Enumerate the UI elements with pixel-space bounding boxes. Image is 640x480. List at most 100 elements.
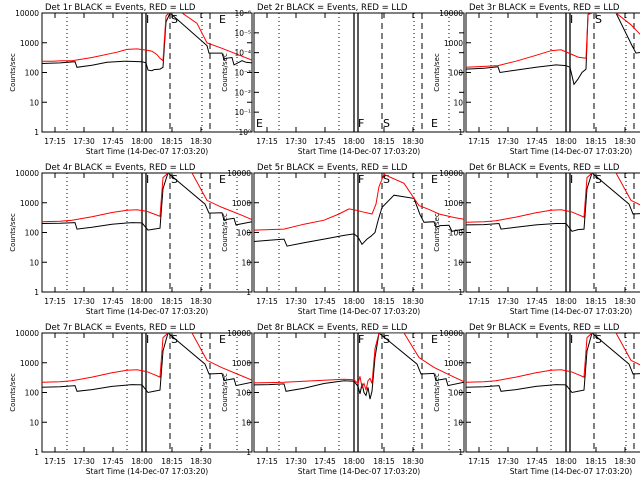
y-tick-label: 10⁻⁴ [234,49,251,58]
x-tick-label: 17:30 [497,137,519,146]
event-marker-label: E [219,333,226,346]
x-tick-label: 17:45 [526,457,548,466]
y-axis-label: Counts/sec [9,213,17,252]
event-marker-label: F [358,333,364,346]
x-axis-label: Start Time (14-Dec-07 17:03:20) [510,467,632,476]
y-tick-label: 10000 [227,169,251,178]
y-tick-label: 100 [449,69,464,78]
y-tick-label: 10 [29,258,39,267]
x-tick-label: 17:15 [44,457,66,466]
x-tick-label: 17:15 [256,297,278,306]
event-marker-label: S [383,117,390,130]
x-tick-label: 17:30 [73,297,95,306]
y-axis-label: Counts/sec [9,373,17,412]
panel-det-4: Det 4r BLACK = Events, RED = LLD 1 10 100 10… [9,163,253,316]
events-series-line [466,173,640,232]
x-tick-label: 17:30 [497,297,519,306]
y-tick-label: 1 [34,288,39,297]
x-tick-label: 18:00 [131,457,153,466]
x-tick-label: 18:30 [190,137,212,146]
y-tick-label: 1 [246,288,251,297]
y-tick-label: 1000 [444,39,463,48]
x-tick-label: 18:00 [555,297,577,306]
y-tick-label: 1 [34,128,39,137]
y-tick-label: 1 [246,448,251,457]
events-series-line [42,13,252,72]
x-tick-label: 18:00 [343,297,365,306]
x-tick-label: 18:30 [190,457,212,466]
y-tick-label: 100 [25,69,40,78]
y-axis-label: Counts/sec [221,213,229,252]
y-tick-label: 10⁻³ [234,69,251,78]
panel-title: Det 7r BLACK = Events, RED = LLD [45,323,196,333]
x-axis-label: Start Time (14-Dec-07 17:03:20) [86,467,208,476]
y-tick-label: 10 [241,418,251,427]
panel-title: Det 3r BLACK = Events, RED = LLD [469,3,620,13]
edge-marker-label: E [256,117,263,130]
events-series-line [42,333,252,394]
x-tick-label: 18:15 [161,297,183,306]
x-tick-label: 17:30 [73,457,95,466]
x-tick-label: 17:15 [468,457,490,466]
event-marker-label: E [219,173,226,186]
x-tick-label: 17:45 [314,457,336,466]
x-tick-label: 17:15 [468,297,490,306]
y-tick-label: 10000 [15,329,39,338]
x-tick-label: 17:15 [256,457,278,466]
y-tick-label: 1000 [444,359,463,368]
y-tick-label: 10 [29,418,39,427]
x-tick-label: 17:15 [44,297,66,306]
events-series-line [466,13,640,86]
panel-title: Det 6r BLACK = Events, RED = LLD [469,163,620,173]
lld-series-line [254,333,464,391]
x-axis-label: Start Time (14-Dec-07 17:03:20) [298,467,420,476]
x-tick-label: 17:30 [285,137,307,146]
y-tick-label: 1 [34,448,39,457]
event-marker-label: I [146,173,149,186]
x-tick-label: 18:15 [373,137,395,146]
x-tick-label: 17:45 [102,137,124,146]
panel-det-2: Det 2r BLACK = Events, RED = LLD 10⁰ 10⁻¹ 1… [221,3,465,156]
panel-title: Det 5r BLACK = Events, RED = LLD [257,163,408,173]
y-tick-label: 1000 [20,359,39,368]
y-axis-label: Counts/sec [433,53,441,92]
x-tick-label: 18:15 [585,137,607,146]
y-tick-label: 100 [237,389,252,398]
x-tick-label: 18:30 [614,457,636,466]
x-tick-label: 18:30 [402,457,424,466]
y-tick-label: 10⁻² [234,88,251,97]
y-tick-label: 100 [449,229,464,238]
event-marker-label: S [595,13,602,26]
x-tick-label: 18:30 [614,297,636,306]
lld-series-line [254,173,464,231]
events-series-line [254,194,464,247]
x-axis-label: Start Time (14-Dec-07 17:03:20) [510,307,632,316]
y-tick-label: 10⁰ [238,128,251,137]
event-marker-label: I [146,13,149,26]
y-axis-label: Counts/sec [221,373,229,412]
y-tick-label: 10000 [15,169,39,178]
x-tick-label: 18:00 [343,457,365,466]
y-tick-label: 1000 [232,359,251,368]
y-tick-label: 10 [453,98,463,107]
x-tick-label: 17:45 [526,137,548,146]
y-tick-label: 10 [453,418,463,427]
event-marker-label: E [431,117,438,130]
x-tick-label: 17:30 [497,457,519,466]
panel-det-7: Det 7r BLACK = Events, RED = LLD 1 10 100 10… [9,323,253,476]
lld-series-line [466,13,640,68]
panel-det-5: Det 5r BLACK = Events, RED = LLD 1 10 100 10… [221,163,465,316]
x-tick-label: 17:45 [102,457,124,466]
event-marker-label: I [570,13,573,26]
x-tick-label: 18:15 [585,297,607,306]
panel-det-6: Det 6r BLACK = Events, RED = LLD 1 10 100 10… [433,163,640,316]
event-marker-label: E [219,13,226,26]
lld-series-line [42,13,252,62]
panel-title: Det 2r BLACK = Events, RED = LLD [257,3,408,13]
x-tick-label: 18:30 [614,137,636,146]
x-tick-label: 18:15 [161,137,183,146]
x-tick-label: 17:15 [44,137,66,146]
panel-det-8: Det 8r BLACK = Events, RED = LLD 1 10 100 10… [221,323,465,476]
event-marker-label: I [570,333,573,346]
event-marker-label: E [431,173,438,186]
